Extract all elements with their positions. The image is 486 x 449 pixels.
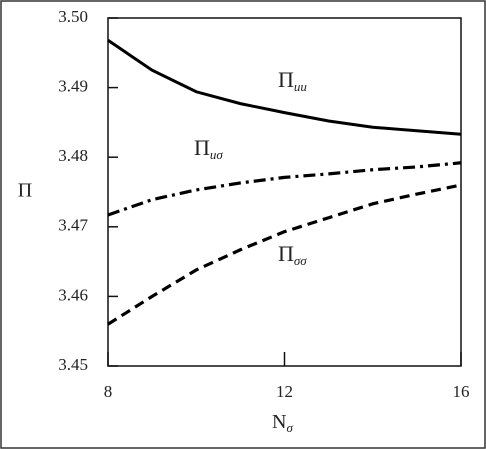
y-tick-label: 3.45: [58, 355, 88, 374]
annotation-main: Π: [194, 135, 210, 160]
x-axis-label-main: N: [272, 411, 286, 433]
y-tick-label: 3.47: [58, 216, 88, 235]
x-axis-label: Nσ: [272, 411, 293, 435]
series-line: [107, 39, 462, 136]
annotation-main: Π: [278, 67, 294, 92]
x-axis-label-sub: σ: [286, 420, 293, 435]
series-line: [107, 183, 462, 326]
series-line: [107, 161, 462, 217]
annotation-sub: uσ: [210, 147, 224, 162]
annotation: Πuσ: [194, 135, 223, 162]
x-tick-label: 8: [104, 382, 113, 401]
y-tick-label: 3.49: [58, 77, 88, 96]
x-tick-label: 12: [276, 382, 293, 401]
y-tick-label: 3.48: [58, 146, 88, 165]
annotation-main: Π: [278, 241, 294, 266]
y-tick-label: 3.46: [58, 285, 88, 304]
annotation-sub: σσ: [294, 253, 307, 268]
y-tick-label: 3.50: [58, 7, 88, 26]
x-tick-label: 16: [453, 382, 470, 401]
annotation: Πuu: [278, 67, 307, 94]
annotation-sub: uu: [294, 79, 308, 94]
annotation: Πσσ: [278, 241, 307, 268]
y-axis-label: Π: [18, 180, 32, 202]
